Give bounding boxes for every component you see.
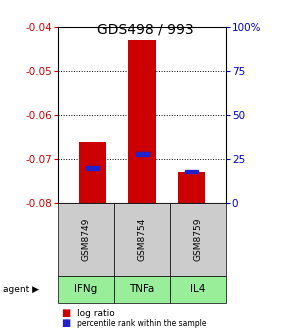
Bar	[128, 40, 156, 203]
Text: IFNg: IFNg	[75, 284, 98, 294]
Text: agent ▶: agent ▶	[3, 285, 39, 294]
Bar	[136, 152, 148, 156]
Text: ■: ■	[61, 318, 70, 328]
Text: IL4: IL4	[191, 284, 206, 294]
Text: GSM8754: GSM8754	[137, 218, 147, 261]
Bar	[86, 166, 99, 170]
Text: log ratio: log ratio	[77, 309, 115, 318]
Text: GDS498 / 993: GDS498 / 993	[97, 23, 193, 37]
Bar	[178, 172, 205, 203]
Bar	[185, 170, 198, 173]
Text: GSM8749: GSM8749	[81, 218, 90, 261]
Bar	[79, 141, 106, 203]
Text: GSM8759: GSM8759	[194, 218, 203, 261]
Text: TNFa: TNFa	[129, 284, 155, 294]
Text: ■: ■	[61, 308, 70, 318]
Text: percentile rank within the sample: percentile rank within the sample	[77, 319, 206, 328]
